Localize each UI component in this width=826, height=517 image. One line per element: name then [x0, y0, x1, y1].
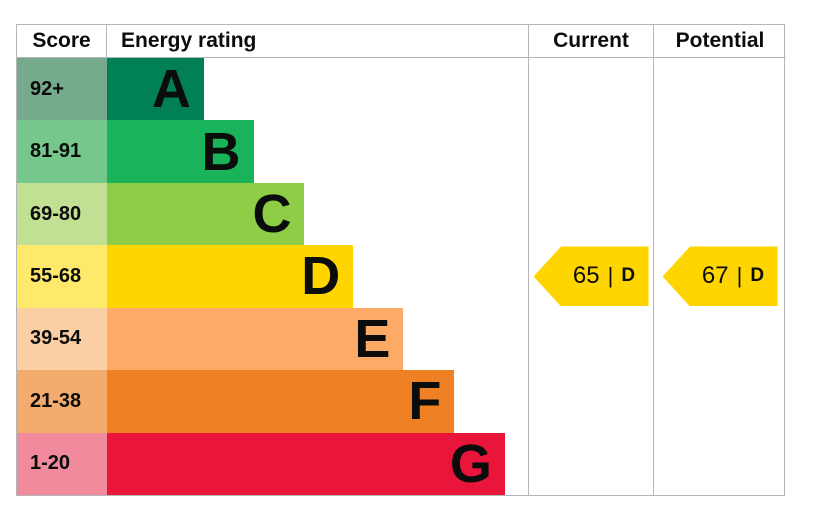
- header-current-label: Current: [553, 29, 629, 52]
- score-range-c: 69-80: [17, 182, 107, 246]
- band-bar-b: B: [107, 120, 254, 183]
- score-range-f-label: 21-38: [30, 389, 82, 412]
- band-letter-a: A: [151, 59, 191, 120]
- score-range-e: 39-54: [17, 307, 107, 371]
- potential-cell-f: [654, 370, 786, 432]
- header-score: Score: [17, 25, 107, 58]
- header-energy-rating-label: Energy rating: [121, 29, 257, 52]
- score-range-g-label: 1-20: [30, 452, 71, 475]
- band-row-d: D: [107, 245, 529, 308]
- potential-divider: |: [736, 263, 743, 289]
- potential-cell-d: 67 | D: [654, 245, 786, 307]
- band-row-e: E: [107, 307, 529, 371]
- potential-cell-g: [654, 433, 786, 495]
- band-letter-g: G: [449, 433, 492, 494]
- current-band-letter: D: [621, 265, 636, 287]
- band-bar-a: A: [107, 58, 204, 121]
- band-bar-e: E: [107, 307, 404, 371]
- score-range-c-label: 69-80: [30, 202, 82, 225]
- potential-score-value: 67: [701, 262, 729, 290]
- band-bar-c: C: [107, 182, 305, 246]
- band-bar-d: D: [107, 245, 354, 308]
- band-letter-f: F: [408, 371, 442, 432]
- current-cell-d: 65 | D: [529, 245, 654, 308]
- score-range-b: 81-91: [17, 120, 107, 183]
- current-rating-arrow: 65 | D: [533, 246, 649, 307]
- potential-rating-arrow: 67 | D: [662, 246, 778, 307]
- score-range-d-label: 55-68: [30, 264, 82, 287]
- score-range-b-label: 81-91: [30, 140, 82, 163]
- band-letter-e: E: [354, 308, 391, 369]
- header-potential-label: Potential: [675, 29, 765, 52]
- band-row-g: G: [107, 432, 529, 495]
- band-row-f: F: [107, 370, 529, 433]
- score-range-e-label: 39-54: [30, 327, 82, 350]
- potential-cell-b: [654, 120, 786, 182]
- potential-cell-c: [654, 183, 786, 245]
- score-range-g: 1-20: [17, 432, 107, 495]
- band-bar-f: F: [107, 370, 455, 433]
- header-score-label: Score: [32, 29, 91, 52]
- potential-cell-a: [654, 58, 786, 120]
- score-range-a-label: 92+: [30, 77, 64, 100]
- current-cell-b: [529, 120, 654, 183]
- current-cell-f: [529, 370, 654, 433]
- potential-cell-e: [654, 308, 786, 370]
- score-range-d: 55-68: [17, 245, 107, 308]
- score-range-f: 21-38: [17, 370, 107, 433]
- band-letter-c: C: [252, 184, 292, 245]
- score-range-a: 92+: [17, 58, 107, 121]
- current-cell-e: [529, 307, 654, 371]
- current-score-value: 65: [572, 262, 600, 290]
- band-row-c: C: [107, 182, 529, 246]
- header-potential: Potential: [654, 25, 786, 58]
- band-row-b: B: [107, 120, 529, 183]
- current-divider: |: [607, 263, 614, 289]
- current-cell-c: [529, 182, 654, 246]
- current-cell-a: [529, 58, 654, 121]
- band-bar-g: G: [107, 432, 505, 495]
- band-letter-b: B: [201, 121, 241, 182]
- header-energy-rating: Energy rating: [107, 25, 529, 58]
- band-letter-d: D: [301, 246, 341, 307]
- band-row-a: A: [107, 58, 529, 121]
- current-cell-g: [529, 432, 654, 495]
- energy-rating-chart: Score Energy rating Current Potential 92…: [16, 24, 786, 496]
- potential-band-letter: D: [750, 265, 765, 287]
- header-current: Current: [529, 25, 654, 58]
